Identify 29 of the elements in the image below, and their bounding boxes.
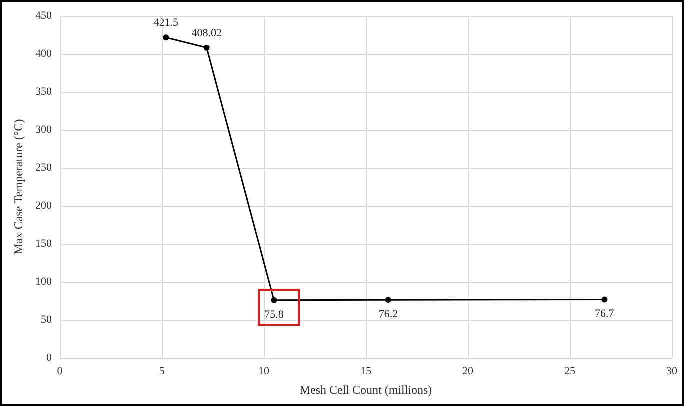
y-tick-label: 450: [36, 10, 52, 22]
y-tick-label: 400: [36, 48, 52, 60]
x-tick-label: 5: [159, 366, 166, 378]
y-tick-label: 100: [36, 276, 52, 288]
point: [204, 44, 210, 51]
x-tick-label: 10: [258, 366, 270, 378]
x-tick-label: 30: [666, 366, 678, 378]
y-tick-label: 300: [36, 124, 52, 136]
x-tick-label: 20: [462, 366, 474, 378]
y-tick-label: 200: [36, 200, 52, 212]
data-label: 76.2: [378, 308, 398, 321]
point: [271, 297, 278, 304]
y-tick-label: 0: [46, 352, 52, 364]
point: [163, 34, 170, 41]
y-tick-label: 150: [36, 238, 52, 250]
x-axis-title: Mesh Cell Count (millions): [300, 383, 432, 397]
y-axis-title: Max Case Temperature (°C): [12, 119, 26, 255]
data-label: 75.8: [264, 308, 284, 321]
y-tick-label: 50: [41, 314, 52, 326]
data-label: 421.5: [154, 17, 179, 30]
x-tick-label: 0: [57, 366, 64, 378]
data-label: 408.02: [192, 27, 222, 40]
x-tick-label: 15: [360, 366, 372, 378]
point: [385, 297, 392, 304]
y-tick-label: 350: [36, 86, 52, 98]
data-label: 76.7: [595, 308, 615, 320]
point: [602, 296, 608, 303]
x-tick-label: 25: [564, 366, 576, 378]
y-tick-label: 250: [36, 162, 52, 174]
